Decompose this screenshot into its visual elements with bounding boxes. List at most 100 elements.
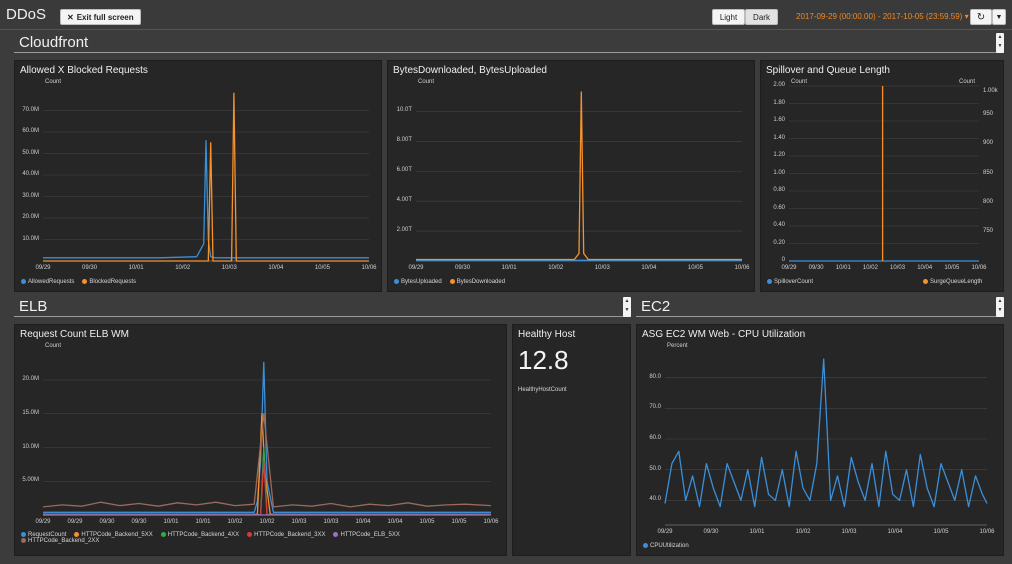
plot-area [416,91,742,262]
series-line-blockedrequests [43,92,369,262]
refresh-icon: ↻ [976,12,986,23]
chevron-down-icon: ▾ [964,12,969,21]
panel-title: BytesDownloaded, BytesUploaded [393,65,547,76]
series-line-bytesdownloaded [416,91,742,261]
legend-label: HTTPCode_Backend_2XX [28,538,100,544]
y-tick-label: 1.00 [773,169,785,176]
y-tick-label-right: 900 [983,140,994,147]
y-tick-label: 20.0M [22,376,39,382]
light-theme-button[interactable]: Light [712,9,745,25]
legend-item[interactable]: BlockedRequests [82,279,136,285]
legend-swatch [21,538,26,543]
x-tick-label: 10/02 [227,519,243,525]
legend-swatch [449,279,455,284]
x-tick-label: 10/04 [641,265,657,271]
exit-full-screen-button[interactable]: ✕ Exit full screen [60,9,141,25]
legend-item[interactable]: BytesDownloaded [449,279,506,285]
legend-swatch [247,532,253,537]
refresh-options-button[interactable]: ▼ [992,9,1006,25]
chart-legend: AllowedRequests BlockedRequests [21,279,144,285]
legend-item[interactable]: HTTPCode_Backend_4XX [160,532,239,538]
panel-allowed-blocked-requests: Allowed X Blocked Requests Count 70.0M 60… [14,60,382,292]
section-title: EC2 [641,298,671,315]
panel-title: ASG EC2 WM Web - CPU Utilization [642,329,806,340]
x-tick-label: 10/03 [221,265,237,271]
x-tick-label: 09/29 [781,265,797,271]
chart-legend[interactable]: SurgeQueueLength [923,279,982,285]
legend-label: AllowedRequests [28,279,75,285]
panel-bytes-downloaded-uploaded: BytesDownloaded, BytesUploaded Count 10.… [387,60,755,292]
y-axis-unit-left: Count [791,79,808,85]
x-tick-label: 10/01 [749,529,765,535]
chevron-down-icon: ▼ [995,14,1003,21]
y-tick-label-right: 850 [983,169,994,176]
x-tick-label: 10/05 [419,519,435,525]
exit-full-screen-label: Exit full screen [76,13,134,22]
section-ec2: EC2 ▲ ▼ [636,297,1004,317]
y-tick-label: 1.80 [773,99,785,106]
healthy-host-label: HealthyHostCount [518,387,567,393]
legend-label: HTTPCode_Backend_5XX [81,532,153,538]
legend-label: BytesUploaded [401,279,442,285]
section-scroll-control[interactable]: ▲ ▼ [623,297,631,317]
legend-label: BytesDownloaded [456,279,506,285]
series-line-httpcode-backend-2xx [42,413,492,508]
collapse-icon: ✕ [67,13,74,22]
x-tick-label: 10/04 [917,265,933,271]
x-tick-label: 09/29 [35,265,51,271]
panel-title: Request Count ELB WM [20,329,129,340]
legend-item[interactable]: AllowedRequests [21,279,74,285]
legend-swatch [643,543,648,548]
section-scroll-control[interactable]: ▲ ▼ [996,297,1004,317]
x-tick-label: 10/03 [841,529,857,535]
x-tick-label: 10/05 [314,265,330,271]
legend-item[interactable]: CPUUtilization [643,543,689,549]
dark-theme-button[interactable]: Dark [745,9,778,25]
y-tick-label: 0.80 [773,187,785,193]
y-tick-label: 1.60 [773,117,785,123]
panel-spillover-queue-length: Spillover and Queue Length Count Count 2… [760,60,1004,292]
plot-area [664,358,988,526]
x-tick-label: 09/29 [67,519,83,525]
x-tick-label: 10/06 [979,529,995,535]
x-tick-label: 10/01 [163,519,179,525]
chart-legend: RequestCount HTTPCode_Backend_5XX HTTPCode… [21,532,461,544]
y-axis-unit: Count [45,79,62,85]
legend-item[interactable]: HTTPCode_Backend_3XX [247,532,325,538]
y-tick-label: 1.20 [773,152,785,158]
legend-swatch [21,279,26,284]
y-tick-label-right: 750 [983,227,994,234]
y-tick-label-right: 800 [983,198,994,205]
legend-item[interactable]: BytesUploaded [394,279,442,285]
x-tick-label: 09/30 [455,265,471,271]
section-title: Cloudfront [19,34,89,51]
y-tick-label: 0.40 [773,222,785,228]
x-tick-label: 10/03 [594,265,610,271]
y-tick-label: 70.0 [649,404,661,411]
legend-swatch [394,279,399,284]
x-tick-label: 10/05 [687,265,703,271]
legend-label: RequestCount [28,532,67,538]
time-range-picker[interactable]: 2017-09-29 (00:00.00) - 2017-10-05 (23:5… [796,12,969,21]
time-range-label: 2017-09-29 (00:00.00) - 2017-10-05 (23:5… [796,12,963,21]
section-scroll-control[interactable]: ▲ ▼ [996,33,1004,53]
series-line-requestcount [43,361,491,513]
legend-item[interactable]: HTTPCode_Backend_2XX [21,538,99,544]
panel-request-count-elb: Request Count ELB WM Count 20.0M 15.0M 10.… [14,324,507,556]
legend-item[interactable]: HTTPCode_ELB_5XX [333,532,400,538]
legend-item[interactable]: HTTPCode_Backend_5XX [74,532,153,538]
chart-legend[interactable]: SpilloverCount [767,279,813,285]
y-axis-unit: Percent [667,343,688,349]
x-tick-label: 10/03 [890,265,906,271]
section-elb: ELB ▲ ▼ [14,297,631,317]
legend-item[interactable]: RequestCount [21,532,66,538]
x-tick-label: 09/30 [808,265,824,271]
section-cloudfront: Cloudfront ▲ ▼ [14,33,1004,53]
x-tick-label: 10/01 [835,265,851,271]
refresh-button[interactable]: ↻ [970,9,992,25]
y-tick-label: 15.0M [22,409,39,416]
x-tick-label: 10/06 [734,265,750,271]
dashboard-title: DDoS [6,6,47,23]
x-tick-label: 09/30 [703,529,719,535]
